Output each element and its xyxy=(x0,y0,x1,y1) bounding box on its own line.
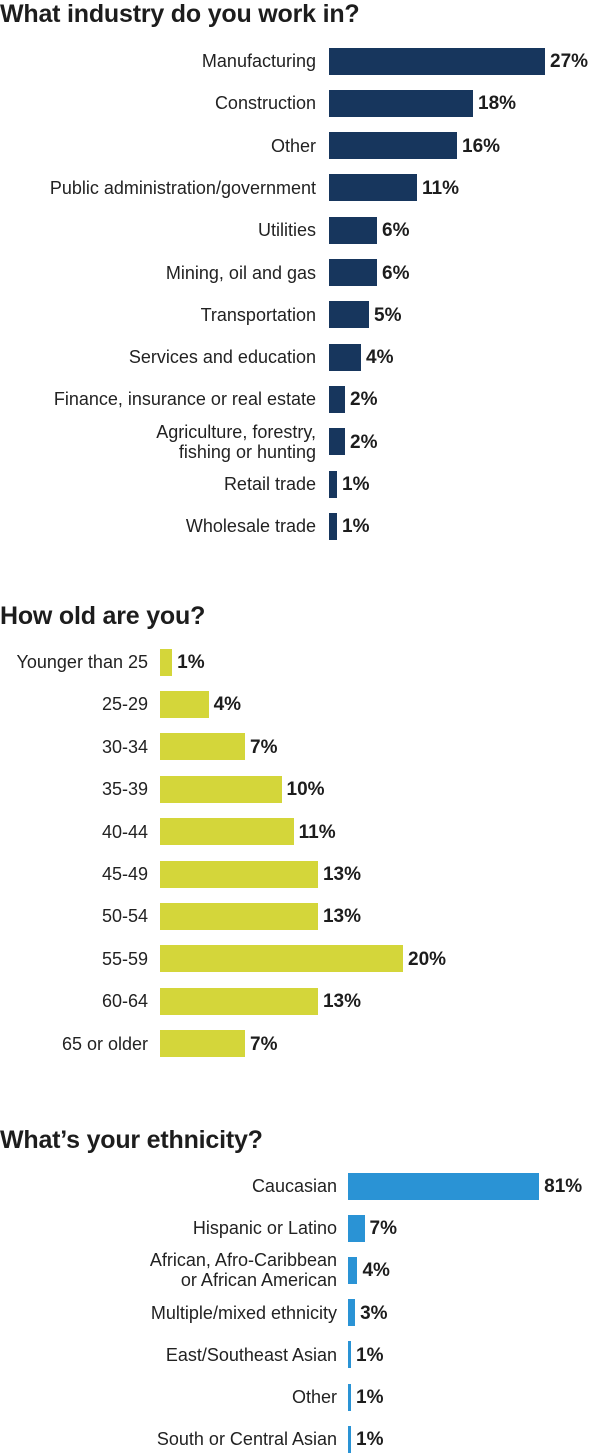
value-label: 1% xyxy=(356,1429,384,1451)
value-label: 4% xyxy=(362,1260,390,1282)
bar xyxy=(329,428,345,456)
bar xyxy=(329,385,345,413)
value-label: 27% xyxy=(550,51,589,72)
category-label: 55-59 xyxy=(101,948,148,969)
bar xyxy=(348,1341,351,1369)
value-label: 1% xyxy=(177,652,205,673)
category-label: South or Central Asian xyxy=(156,1429,337,1450)
value-label: 7% xyxy=(369,1218,397,1240)
category-label: Younger than 25 xyxy=(16,652,148,672)
value-label: 7% xyxy=(250,1033,278,1055)
category-label: 30-34 xyxy=(101,736,148,757)
bar xyxy=(329,512,337,540)
category-label: 50-54 xyxy=(101,906,148,927)
category-label: Mining, oil and gas xyxy=(165,262,316,283)
category-label: Agriculture, forestry, fishing or hunting xyxy=(156,421,316,462)
category-label: 65 or older xyxy=(61,1033,148,1054)
value-label: 7% xyxy=(250,736,278,758)
bar xyxy=(348,1425,351,1453)
bar xyxy=(160,860,318,888)
category-label: Construction xyxy=(214,93,316,114)
category-label: 45-49 xyxy=(101,864,148,884)
category-label: East/Southeast Asian xyxy=(165,1344,337,1365)
chart-title: What’s your ethnicity? xyxy=(0,1126,263,1154)
bar xyxy=(160,818,294,846)
bar xyxy=(348,1172,540,1200)
value-label: 1% xyxy=(356,1344,384,1366)
bar xyxy=(160,902,318,930)
category-label: Hispanic or Latino xyxy=(192,1218,337,1239)
category-label: 35-39 xyxy=(101,779,148,800)
bar xyxy=(160,1030,246,1058)
value-label: 3% xyxy=(360,1302,388,1324)
category-label: Wholesale trade xyxy=(185,516,316,537)
value-label: 18% xyxy=(478,93,517,115)
category-label: 25-29 xyxy=(101,694,148,715)
bar xyxy=(160,648,173,676)
value-label: 81% xyxy=(544,1176,583,1197)
category-label: Finance, insurance or real estate xyxy=(53,389,316,410)
bar xyxy=(348,1299,356,1327)
chart-title: What industry do you work in? xyxy=(0,0,360,28)
bar xyxy=(348,1256,358,1284)
value-label: 1% xyxy=(342,474,370,495)
category-label: Retail trade xyxy=(223,474,316,494)
bar xyxy=(160,945,403,973)
bar xyxy=(160,775,282,803)
bar xyxy=(329,216,377,244)
bar xyxy=(329,174,417,202)
value-label: 11% xyxy=(422,177,459,199)
category-label: Multiple/mixed ethnicity xyxy=(150,1302,337,1323)
category-label: Transportation xyxy=(200,304,316,325)
category-label: Other xyxy=(270,135,316,156)
bar xyxy=(329,47,545,75)
value-label: 13% xyxy=(322,991,361,1013)
category-label: 40-44 xyxy=(101,821,148,842)
category-label: Manufacturing xyxy=(201,51,316,71)
bar xyxy=(329,259,377,286)
value-label: 4% xyxy=(366,347,394,369)
category-label: Public administration/government xyxy=(49,177,316,198)
bar xyxy=(329,89,473,117)
bar xyxy=(329,343,361,371)
bar xyxy=(160,690,209,718)
value-label: 1% xyxy=(356,1387,384,1408)
value-label: 4% xyxy=(213,694,242,716)
value-label: 10% xyxy=(286,779,325,801)
value-label: 2% xyxy=(350,389,378,411)
value-label: 20% xyxy=(408,948,447,970)
value-label: 13% xyxy=(322,906,361,928)
value-label: 2% xyxy=(350,431,378,453)
bar xyxy=(160,987,318,1015)
value-label: 1% xyxy=(342,516,370,538)
category-label: Other xyxy=(291,1387,337,1407)
category-label: Caucasian xyxy=(251,1176,337,1196)
category-label: Utilities xyxy=(257,220,316,241)
value-label: 16% xyxy=(462,135,501,157)
bar xyxy=(348,1214,365,1242)
bar xyxy=(329,470,337,498)
category-label: African, Afro-Caribbean or African Americ… xyxy=(149,1250,337,1291)
category-label: 60-64 xyxy=(101,991,148,1012)
bar xyxy=(329,132,457,160)
value-label: 13% xyxy=(322,864,361,885)
chart-title: How old are you? xyxy=(0,602,206,630)
bar xyxy=(329,301,369,329)
bar xyxy=(348,1383,351,1411)
category-label: Services and education xyxy=(128,347,316,368)
value-label: 11% xyxy=(298,821,336,843)
value-label: 5% xyxy=(374,304,402,326)
bar xyxy=(160,733,246,761)
value-label: 6% xyxy=(382,220,410,242)
value-label: 6% xyxy=(382,262,410,284)
